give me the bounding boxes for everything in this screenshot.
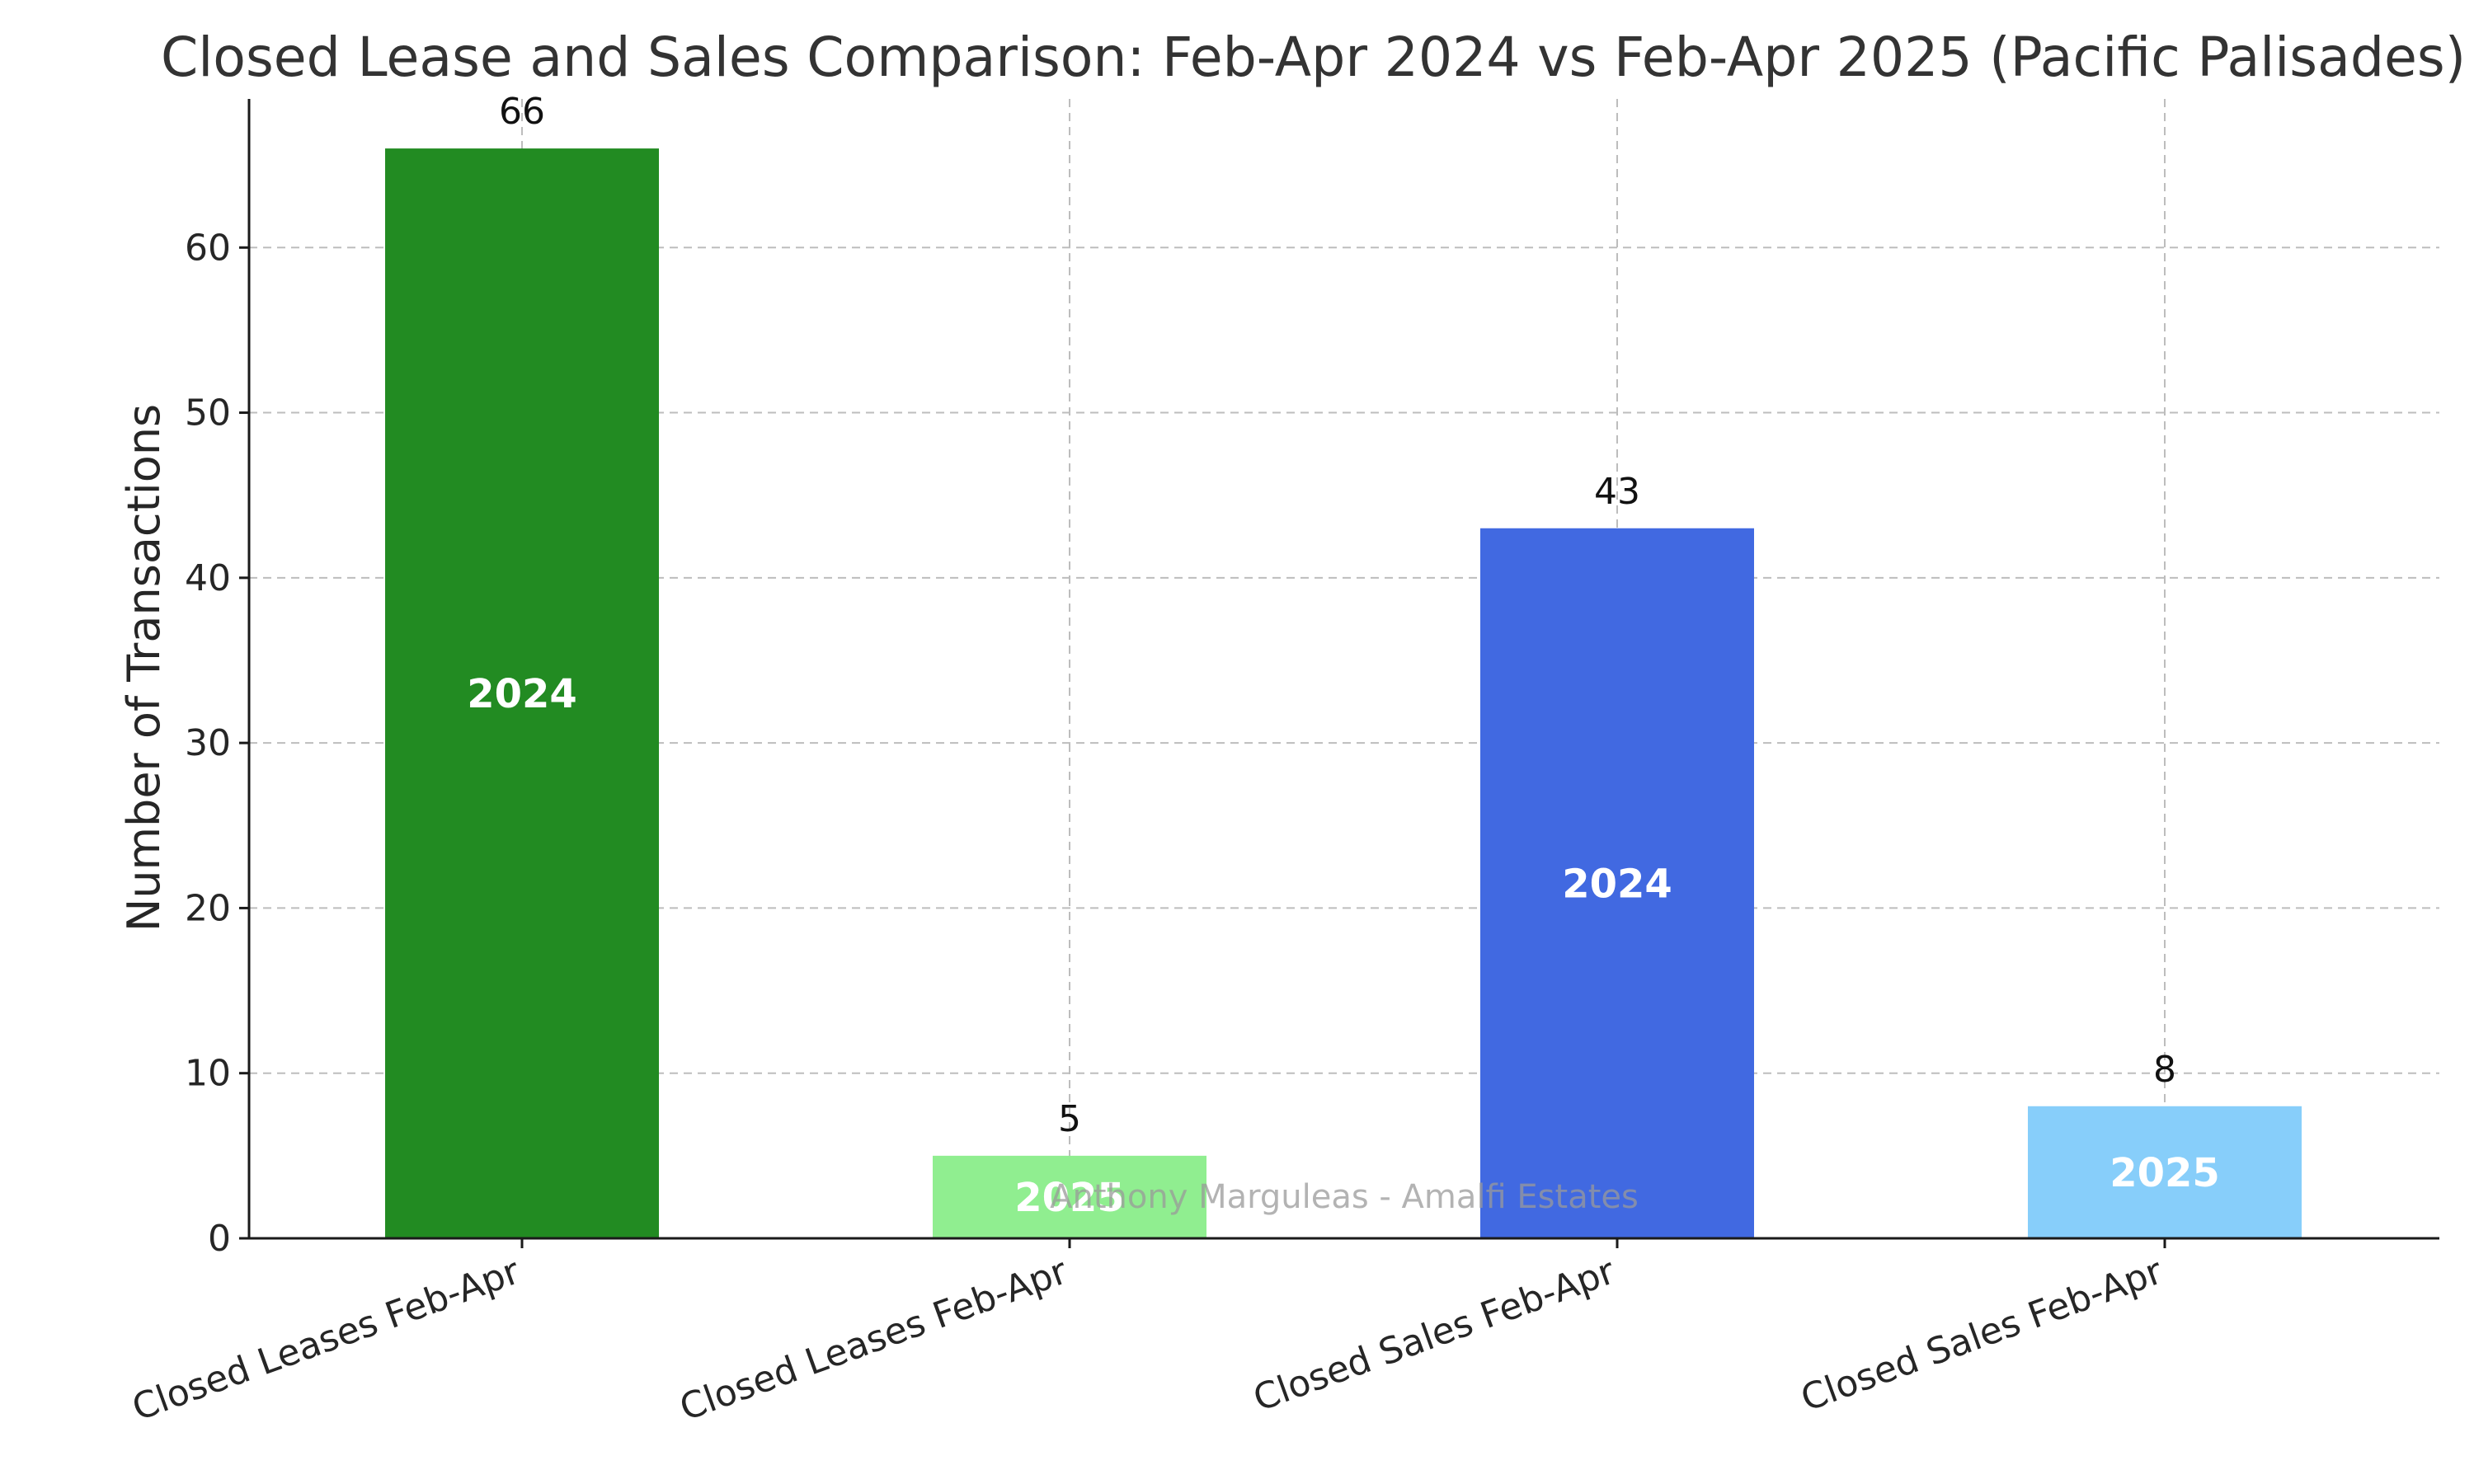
bars	[385, 148, 2302, 1239]
axes	[247, 99, 2439, 1240]
bar-year-label-2: 2025	[1014, 1175, 1125, 1221]
bar-4	[2028, 1106, 2302, 1238]
y-tick-label-0: 0	[208, 1218, 231, 1260]
y-tick-label-20: 20	[185, 887, 231, 929]
y-axis-title: Number of Transactions	[118, 404, 170, 932]
chart-title: Closed Lease and Sales Comparison: Feb-A…	[161, 26, 2466, 89]
value-label-4: 8	[2153, 1049, 2176, 1091]
bar-year-label-4: 2025	[2109, 1150, 2220, 1196]
watermark-text: Anthony Marguleas - Amalfi Estates	[1050, 1178, 1639, 1216]
y-tick-label-40: 40	[185, 557, 231, 599]
bar-year-label-3: 2024	[1562, 861, 1672, 907]
value-label-3: 43	[1594, 471, 1640, 513]
value-label-2: 5	[1058, 1098, 1081, 1140]
bar-year-label-1: 2024	[467, 671, 577, 717]
bar-1	[385, 148, 659, 1239]
bar-2	[933, 1155, 1206, 1238]
y-tick-label-10: 10	[185, 1053, 231, 1095]
x-axis-category-labels: Closed Leases Feb-Apr Closed Leases Feb-A…	[127, 1250, 2169, 1430]
x-tick-label-2: Closed Leases Feb-Apr	[675, 1250, 1074, 1430]
x-tick-label-3: Closed Sales Feb-Apr	[1248, 1250, 1620, 1420]
bar-3	[1480, 528, 1754, 1238]
y-tick-label-60: 60	[185, 227, 231, 269]
data-labels: 66 2024 5 2025 43 2024 8 2025	[467, 91, 2220, 1221]
value-label-1: 66	[499, 91, 545, 133]
y-tick-label-30: 30	[185, 722, 231, 764]
y-tick-label-50: 50	[185, 392, 231, 434]
x-tick-label-1: Closed Leases Feb-Apr	[127, 1250, 526, 1430]
y-axis-ticks: 0 10 20 30 40 50 60	[185, 227, 2166, 1260]
x-tick-label-4: Closed Sales Feb-Apr	[1795, 1250, 2168, 1420]
